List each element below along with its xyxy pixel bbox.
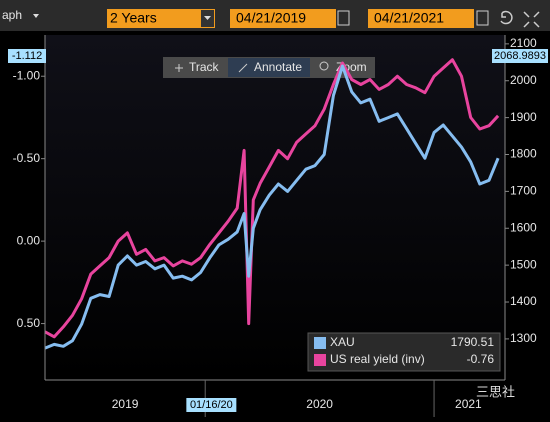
y-cursor-bg bbox=[8, 49, 46, 63]
legend-label: US real yield (inv) bbox=[330, 352, 425, 366]
series-line bbox=[44, 64, 500, 350]
annotate-icon bbox=[238, 63, 248, 73]
x-tick-label: 2021 bbox=[455, 397, 482, 411]
y2-tick-label: 2100 bbox=[510, 36, 537, 50]
y2-tick-label: 1700 bbox=[510, 184, 537, 198]
tab-label[interactable]: aph bbox=[2, 8, 22, 22]
y2-cursor-value: 2068.9893 bbox=[494, 50, 546, 62]
end-date: 04/21/2021 bbox=[374, 10, 444, 26]
tool-button[interactable]: Track bbox=[189, 60, 220, 74]
y2-tick-label: 1300 bbox=[510, 331, 537, 345]
y2-tick-label: 1600 bbox=[510, 220, 537, 234]
y2-tick-label: 1800 bbox=[510, 147, 537, 161]
y-tick-label: -1.00 bbox=[13, 68, 41, 82]
y2-tick-label: 1500 bbox=[510, 257, 537, 271]
x-tick-label: 2019 bbox=[112, 397, 139, 411]
crosshair-label-bg bbox=[186, 398, 237, 412]
track-icon bbox=[175, 64, 183, 72]
y2-cursor-bg bbox=[492, 49, 548, 63]
y2-tick-label: 1400 bbox=[510, 294, 537, 308]
period-text: 2 Years bbox=[110, 10, 157, 26]
period-field[interactable] bbox=[107, 9, 215, 28]
start-field[interactable] bbox=[230, 9, 336, 28]
x-tick-label: 2020 bbox=[306, 397, 333, 411]
y-cursor-value: -1.112 bbox=[12, 50, 42, 62]
plot-area bbox=[45, 35, 505, 378]
dropdown-arrow bbox=[204, 16, 211, 20]
dropdown-arrow bbox=[33, 14, 39, 18]
legend-label: XAU bbox=[330, 335, 355, 349]
legend-value: 1790.51 bbox=[451, 335, 495, 349]
calendar-icon[interactable] bbox=[337, 10, 350, 26]
y-tick-label: 0.50 bbox=[17, 316, 41, 330]
start-date: 04/21/2019 bbox=[236, 10, 306, 26]
lines bbox=[44, 58, 500, 350]
legend-swatch bbox=[314, 354, 326, 366]
legend-value: -0.76 bbox=[467, 352, 495, 366]
watermark: 三思社 bbox=[476, 384, 515, 399]
y-tick-label: -0.50 bbox=[13, 151, 41, 165]
tool-button[interactable]: Annotate bbox=[254, 60, 302, 74]
tool-active bbox=[228, 58, 310, 77]
series-line bbox=[44, 58, 500, 339]
end-field[interactable] bbox=[368, 9, 474, 28]
y2-tick-label: 1900 bbox=[510, 110, 537, 124]
refresh-icon[interactable] bbox=[500, 10, 513, 25]
y-tick-label: 0.00 bbox=[17, 233, 41, 247]
calendar-icon[interactable] bbox=[476, 10, 489, 26]
crosshair-label: 01/16/20 bbox=[190, 399, 233, 411]
y2-tick-label: 2000 bbox=[510, 73, 537, 87]
legend bbox=[307, 332, 501, 372]
zoom-icon bbox=[319, 61, 329, 71]
legend-entries: XAU 1790.51 US real yield (inv) -0.76 bbox=[314, 335, 494, 366]
expand-icon[interactable] bbox=[523, 11, 540, 28]
legend-swatch bbox=[314, 337, 326, 349]
